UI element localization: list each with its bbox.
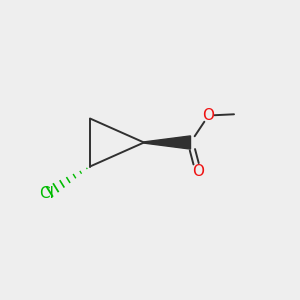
Polygon shape	[144, 136, 190, 149]
Text: O: O	[202, 108, 214, 123]
Text: Cl: Cl	[39, 186, 54, 201]
Text: O: O	[192, 164, 204, 178]
